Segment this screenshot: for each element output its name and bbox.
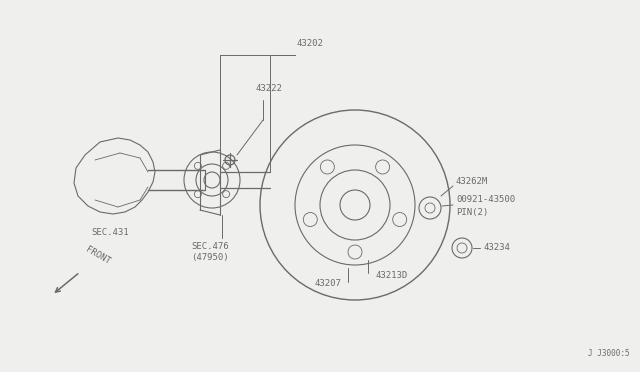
Text: 43234: 43234 [483, 244, 510, 253]
Text: 43202: 43202 [296, 39, 323, 48]
Text: PIN(2): PIN(2) [456, 208, 488, 218]
Text: 00921-43500: 00921-43500 [456, 196, 515, 205]
Text: SEC.476
(47950): SEC.476 (47950) [191, 242, 229, 262]
Text: FRONT: FRONT [84, 245, 112, 266]
Text: 43262M: 43262M [456, 177, 488, 186]
Text: 43213D: 43213D [375, 270, 407, 279]
Text: J J3000:5: J J3000:5 [588, 349, 630, 358]
Text: SEC.431: SEC.431 [91, 228, 129, 237]
Text: 43222: 43222 [255, 84, 282, 93]
Text: 43207: 43207 [315, 279, 341, 289]
